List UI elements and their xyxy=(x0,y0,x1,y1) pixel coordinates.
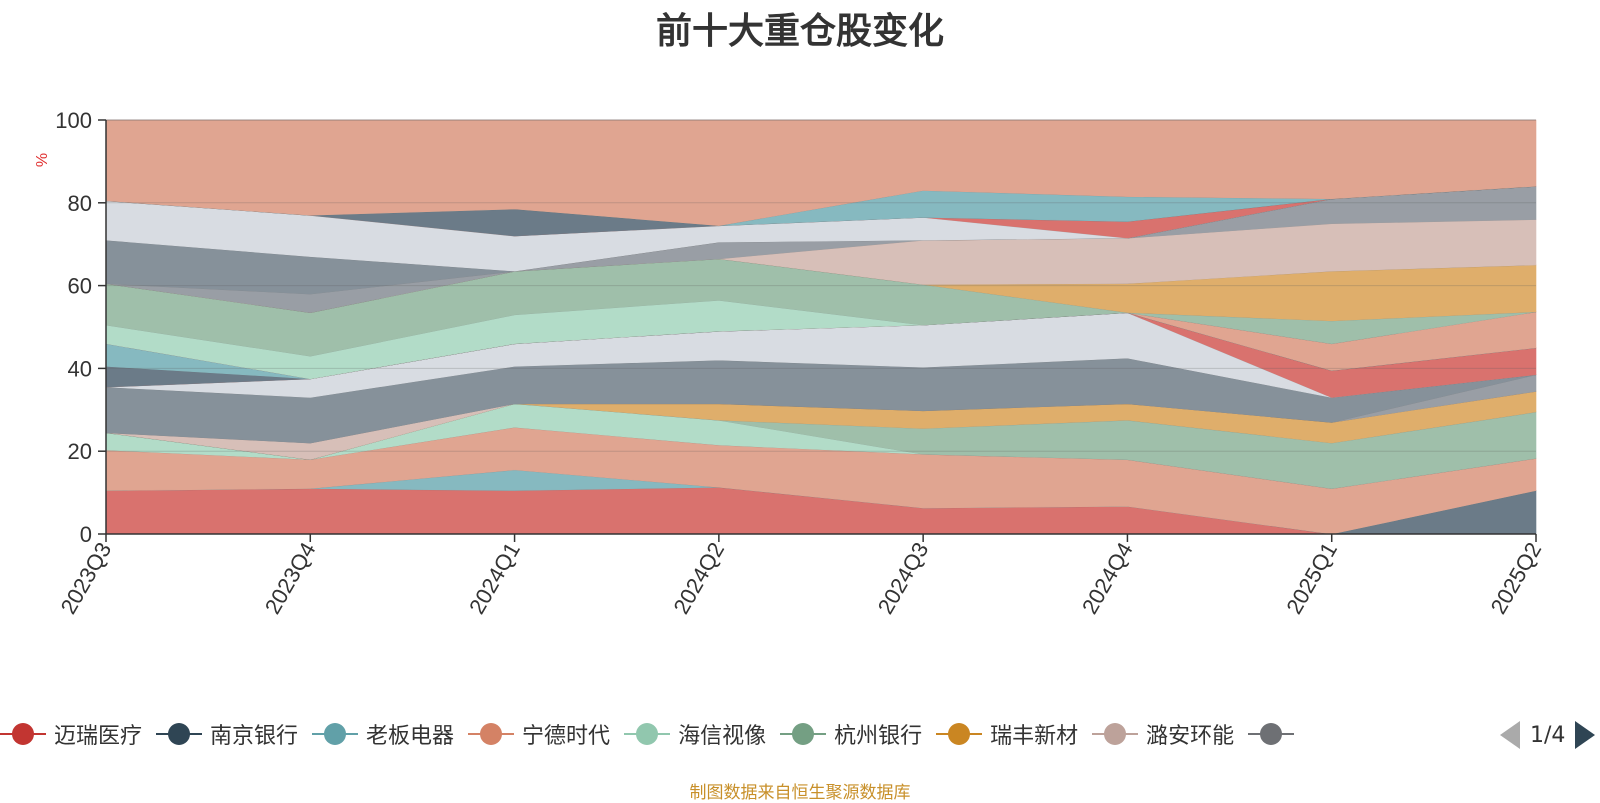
x-tick-label: 2025Q1 xyxy=(1281,538,1342,618)
legend-marker-icon xyxy=(624,722,671,746)
legend-label: 潞安环能 xyxy=(1146,724,1235,749)
legend-next-page-button[interactable] xyxy=(1575,721,1596,749)
y-tick-label: 40 xyxy=(68,356,92,381)
legend-label: 杭州银行 xyxy=(834,724,923,749)
legend-label: 迈瑞医疗 xyxy=(54,724,143,749)
legend-item[interactable]: 南京银行 xyxy=(156,718,298,750)
legend-item[interactable]: 潞安环能 xyxy=(1092,718,1234,750)
y-tick-label: 100 xyxy=(55,108,92,133)
legend-marker-icon xyxy=(312,722,359,746)
x-tick-label: 2024Q2 xyxy=(668,538,729,618)
data-source-note: 制图数据来自恒生聚源数据库 xyxy=(689,783,911,803)
legend: 迈瑞医疗 南京银行 老板电器 宁德时代 海信视像 杭州银行 瑞丰新材 潞安环能 xyxy=(0,716,1480,752)
x-tick-label: 2024Q4 xyxy=(1077,538,1138,618)
legend-item[interactable]: 瑞丰新材 xyxy=(936,718,1078,750)
legend-page-indicator: 1/4 xyxy=(1530,722,1566,748)
legend-marker-icon xyxy=(780,722,827,746)
legend-item[interactable]: 宁德时代 xyxy=(468,718,610,750)
y-axis-label: % xyxy=(34,153,51,167)
legend-item[interactable]: 老板电器 xyxy=(312,718,454,750)
y-tick-label: 0 xyxy=(80,522,92,547)
legend-item[interactable] xyxy=(1248,722,1302,746)
y-tick-label: 80 xyxy=(68,191,92,216)
x-tick-label: 2024Q3 xyxy=(873,538,934,618)
x-tick-label: 2023Q4 xyxy=(260,538,321,618)
x-tick-label: 2024Q1 xyxy=(464,538,525,618)
legend-marker-icon xyxy=(156,722,203,746)
legend-marker-icon xyxy=(1092,722,1139,746)
legend-label: 宁德时代 xyxy=(522,724,611,749)
legend-label: 老板电器 xyxy=(366,724,455,749)
legend-item[interactable]: 杭州银行 xyxy=(780,718,922,750)
area-band-25[interactable] xyxy=(105,119,1537,226)
legend-prev-page-button[interactable] xyxy=(1500,721,1520,749)
y-tick-label: 20 xyxy=(68,439,92,464)
x-tick-label: 2023Q3 xyxy=(56,538,117,618)
chart-title: 前十大重仓股变化 xyxy=(655,11,944,52)
legend-pager: 1/4 xyxy=(1500,718,1596,752)
legend-marker-icon xyxy=(936,722,983,746)
x-tick-label: 2025Q2 xyxy=(1486,538,1547,618)
legend-marker-icon xyxy=(468,722,515,746)
legend-marker-icon xyxy=(0,722,46,746)
legend-label: 南京银行 xyxy=(210,724,299,749)
legend-item[interactable]: 海信视像 xyxy=(624,718,766,750)
y-tick-label: 60 xyxy=(68,274,92,299)
legend-label: 海信视像 xyxy=(678,724,767,749)
legend-label: 瑞丰新材 xyxy=(990,724,1079,749)
legend-marker-icon xyxy=(1248,722,1295,746)
legend-item[interactable]: 迈瑞医疗 xyxy=(0,718,142,750)
